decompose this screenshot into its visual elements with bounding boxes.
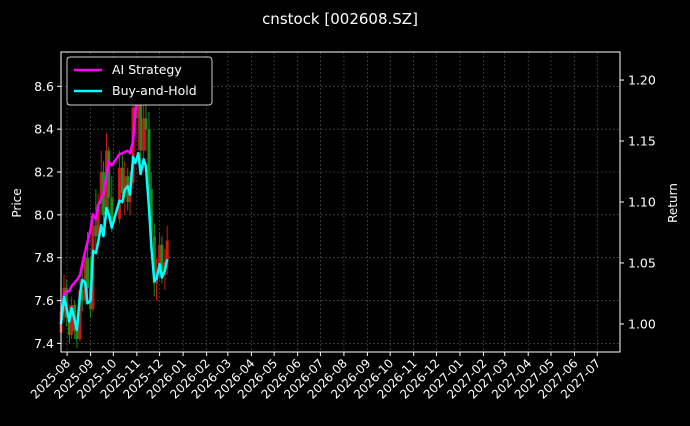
chart-title: cnstock [002608.SZ] (262, 10, 418, 28)
candle-body (144, 118, 148, 130)
y-tick-label-left: 8.2 (34, 165, 54, 180)
y-tick-label-left: 7.6 (34, 293, 54, 308)
candle-body (149, 189, 153, 237)
candle-body (70, 304, 74, 335)
candle-body (120, 167, 124, 194)
candle-body (86, 257, 90, 288)
candle-body (117, 167, 121, 220)
candle-body (107, 150, 111, 198)
legend-label-ai-strategy: AI Strategy (112, 62, 182, 77)
y-axis-label-right: Return (666, 183, 680, 223)
candle-body (136, 97, 140, 119)
candle-body (152, 236, 156, 284)
y-axis-label-left: Price (10, 188, 24, 217)
candle-body (160, 244, 164, 275)
y-tick-label-left: 8.4 (34, 122, 54, 137)
legend-box (66, 56, 213, 106)
plot-frame (60, 51, 621, 353)
legend-label-buy-and-hold: Buy-and-Hold (112, 83, 197, 98)
y-tick-label-left: 8.0 (34, 207, 54, 222)
y-tick-label-left: 7.4 (34, 336, 54, 351)
series-line-buy-and-hold (59, 151, 169, 332)
y-tick-label-right: 1.00 (628, 316, 656, 331)
candle-body (67, 317, 71, 335)
candle-body (75, 330, 79, 340)
y-tick-label-left: 8.6 (34, 79, 54, 94)
y-tick-label-right: 1.15 (628, 134, 656, 149)
candle-body (83, 257, 87, 301)
y-tick-label-right: 1.20 (628, 73, 656, 88)
legend: AI Strategy Buy-and-Hold (66, 56, 213, 106)
candle-body (110, 197, 114, 220)
candle-body (158, 244, 162, 271)
candle-body (165, 240, 169, 262)
candle-body (139, 97, 143, 151)
axes (57, 51, 624, 356)
candle-body (96, 204, 100, 237)
candle-body (142, 118, 146, 151)
y-tick-label-right: 1.05 (628, 255, 656, 270)
y-tick-label-right: 1.10 (628, 195, 656, 210)
candle-body (94, 225, 98, 237)
candle-body (80, 289, 84, 301)
price-candles (59, 69, 169, 348)
candle-body (78, 289, 82, 340)
y-tick-label-left: 7.8 (34, 250, 54, 265)
candle-body (99, 172, 103, 205)
candle-body (147, 129, 151, 190)
candle-body (123, 176, 127, 194)
